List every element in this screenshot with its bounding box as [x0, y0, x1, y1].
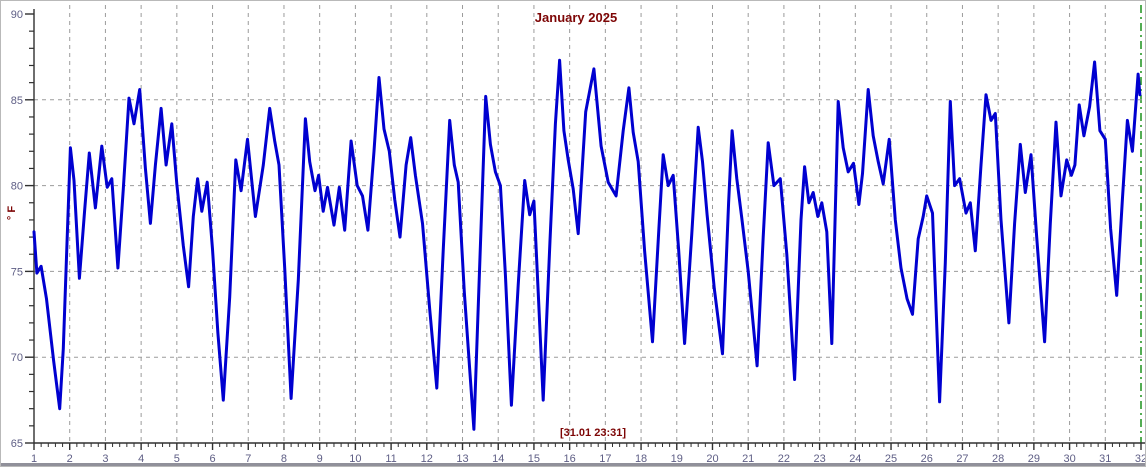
window-bottom-edge — [1, 463, 1145, 466]
x-tick-label: 3 — [102, 453, 108, 465]
chart-title: January 2025 — [534, 10, 618, 25]
x-tick-label: 27 — [956, 453, 968, 465]
x-tick-label: 20 — [706, 453, 718, 465]
x-tick-label: 23 — [813, 453, 825, 465]
temperature-series-line — [32, 58, 1142, 431]
x-tick-label: 18 — [635, 453, 647, 465]
x-tick-label: 21 — [742, 453, 754, 465]
x-tick-label: 10 — [349, 453, 361, 465]
y-tick-label: 90 — [11, 9, 23, 21]
x-tick-label: 14 — [492, 453, 504, 465]
x-tick-label: 4 — [138, 453, 144, 465]
x-tick-label: 12 — [421, 453, 433, 465]
y-tick-label: 70 — [11, 352, 23, 364]
x-tick-label: 16 — [564, 453, 576, 465]
x-tick-label: 25 — [885, 453, 897, 465]
x-tick-label: 17 — [599, 453, 611, 465]
x-tick-label: 6 — [209, 453, 215, 465]
x-tick-label: 7 — [245, 453, 251, 465]
x-tick-label: 29 — [1028, 453, 1040, 465]
x-tick-label: 8 — [281, 453, 287, 465]
x-tick-label: 28 — [992, 453, 1004, 465]
y-tick-label: 85 — [11, 95, 23, 107]
x-tick-label: 26 — [921, 453, 933, 465]
x-tick-label: 32 — [1135, 453, 1146, 465]
last-reading-annotation: [31.01 23:31] — [559, 427, 627, 439]
y-tick-label: 65 — [11, 438, 23, 450]
x-tick-label: 2 — [67, 453, 73, 465]
x-tick-label: 9 — [317, 453, 323, 465]
y-axis-unit-label: ° F — [6, 205, 18, 221]
x-tick-label: 22 — [778, 453, 790, 465]
x-tick-label: 13 — [456, 453, 468, 465]
x-tick-label: 11 — [385, 453, 396, 465]
x-tick-label: 31 — [1099, 453, 1111, 465]
y-tick-label: 75 — [11, 266, 23, 278]
x-tick-label: 30 — [1063, 453, 1075, 465]
x-tick-label: 19 — [671, 453, 683, 465]
x-tick-label: 15 — [528, 453, 540, 465]
x-tick-label: 5 — [174, 453, 180, 465]
y-tick-label: 80 — [11, 181, 23, 193]
x-tick-label: 1 — [31, 453, 37, 465]
x-tick-label: 24 — [849, 453, 861, 465]
